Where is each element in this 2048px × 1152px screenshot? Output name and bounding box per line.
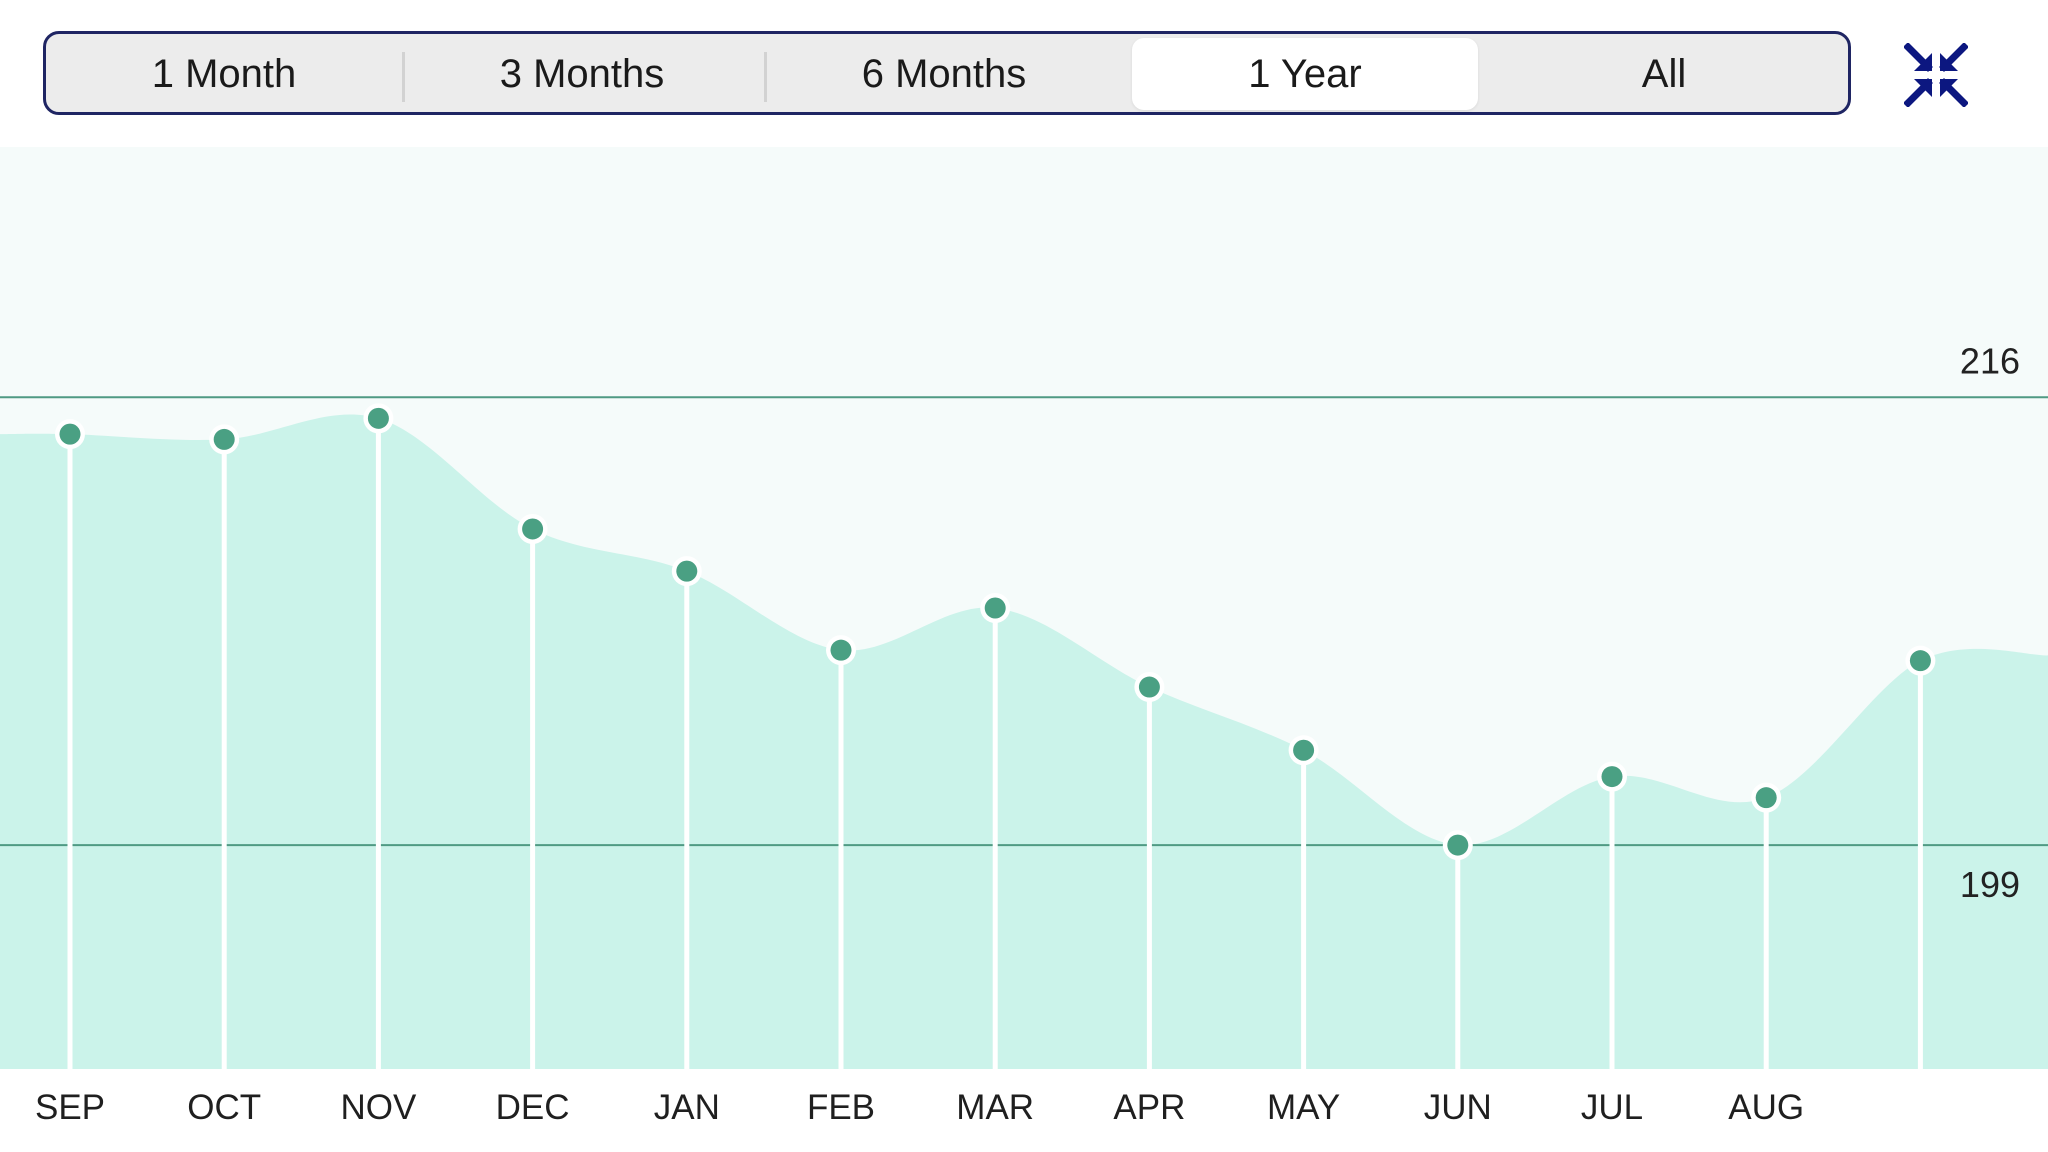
x-tick-label-may: MAY [1267,1088,1340,1127]
x-tick-label-jan: JAN [654,1088,720,1127]
range-option-1-year[interactable]: 1 Year [1132,38,1478,110]
x-tick-label-dec: DEC [496,1088,570,1127]
x-tick-label-sep: SEP [35,1088,105,1127]
range-option-3-months[interactable]: 3 Months [499,51,665,96]
collapse-arrows-icon [1903,42,1969,108]
data-point-latest [1909,650,1931,672]
x-tick-label-mar: MAR [956,1088,1034,1127]
range-option-6-months[interactable]: 6 Months [861,51,1027,96]
data-point-oct [213,428,235,450]
line-area-chart: 216 199 SEP OCT NOV DEC JAN FEB MAR APR MAY JUN JUL A… [0,147,2048,1127]
data-point-sep [59,423,81,445]
x-tick-label-jun: JUN [1424,1088,1492,1127]
data-point-may [1293,739,1315,761]
data-point-apr [1138,676,1160,698]
collapse-chart-button[interactable] [1903,42,1969,108]
range-option-1-month[interactable]: 1 Month [151,51,297,96]
data-point-jan [676,560,698,582]
range-option-all[interactable]: All [1641,51,1687,96]
data-point-dec [522,518,544,540]
x-tick-label-nov: NOV [340,1088,417,1127]
x-tick-label-oct: OCT [187,1088,261,1127]
data-point-feb [830,639,852,661]
segment-divider [402,52,405,102]
x-tick-label-feb: FEB [807,1088,875,1127]
reference-label-199: 199 [1960,864,2020,905]
area-series [0,414,2048,1070]
x-tick-label-apr: APR [1113,1088,1185,1127]
reference-label-216: 216 [1960,340,2020,381]
data-point-aug [1755,787,1777,809]
x-tick-label-aug: AUG [1728,1088,1804,1127]
data-point-nov [367,407,389,429]
data-point-jun [1447,834,1469,856]
time-range-selector: 1 Month 3 Months 6 Months 1 Year All [43,31,1851,115]
data-point-mar [984,597,1006,619]
x-tick-label-jul: JUL [1581,1088,1643,1127]
segment-divider [764,52,767,102]
data-point-jul [1601,766,1623,788]
